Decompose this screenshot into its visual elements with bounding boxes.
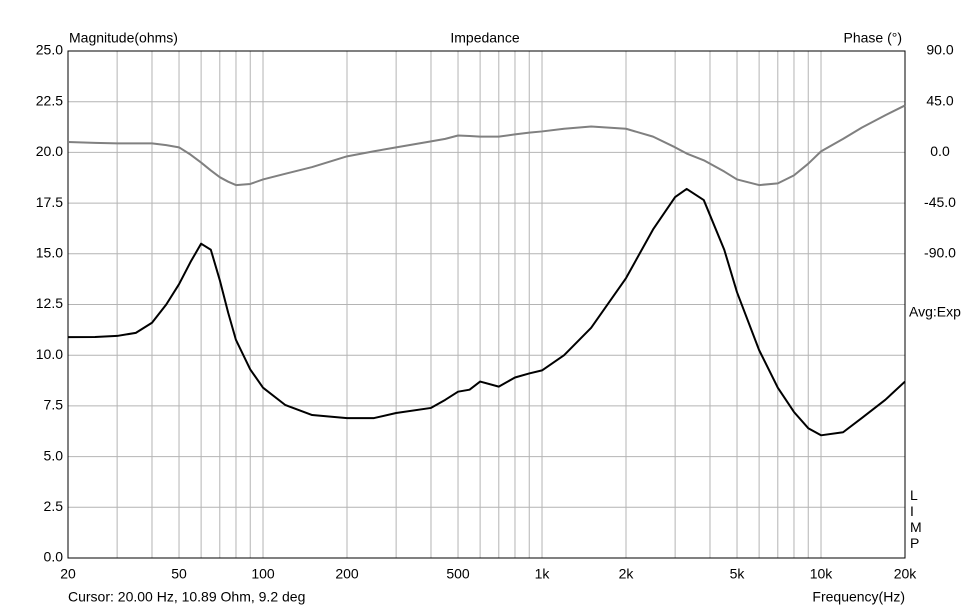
y-tick-label: 20.0 xyxy=(36,143,63,159)
x-tick-label: 2k xyxy=(619,566,635,582)
y-tick-label: 5.0 xyxy=(44,447,64,463)
x-tick-label: 50 xyxy=(171,566,187,582)
y-tick-label: 15.0 xyxy=(36,245,63,261)
x-tick-label: 20 xyxy=(60,566,76,582)
data-line xyxy=(67,187,906,437)
y2-tick-label: 0.0 xyxy=(930,143,950,159)
y2-tick-label: 45.0 xyxy=(926,92,953,108)
y-axis-label: Magnitude(ohms) xyxy=(69,30,178,46)
y-tick-label: 7.5 xyxy=(44,397,64,413)
plot-frame xyxy=(67,50,906,559)
cursor-readout: Cursor: 20.00 Hz, 10.89 Ohm, 9.2 deg xyxy=(68,589,305,605)
y-tick-label: 2.5 xyxy=(44,498,64,514)
x-axis-label: Frequency(Hz) xyxy=(812,589,905,605)
x-tick-label: 10k xyxy=(810,566,834,582)
y-tick-label: 25.0 xyxy=(36,42,63,58)
data-line xyxy=(67,104,906,187)
x-tick-label: 500 xyxy=(446,566,470,582)
y-tick-label: 12.5 xyxy=(36,295,63,311)
x-tick-label: 5k xyxy=(730,566,746,582)
y-tick-label: 22.5 xyxy=(36,92,63,108)
y2-tick-label: 90.0 xyxy=(926,42,953,58)
y2-axis-label: Phase (°) xyxy=(843,30,902,46)
y-tick-label: 10.0 xyxy=(36,346,63,362)
y2-tick-label: -45.0 xyxy=(924,194,956,210)
y-tick-label: 17.5 xyxy=(36,194,63,210)
x-tick-label: 1k xyxy=(535,566,551,582)
x-tick-label: 20k xyxy=(894,566,918,582)
x-tick-label: 200 xyxy=(335,566,359,582)
y-tick-label: 0.0 xyxy=(44,549,64,565)
x-tick-label: 100 xyxy=(251,566,275,582)
y2-tick-label: -90.0 xyxy=(924,245,956,261)
chart-title: Impedance xyxy=(450,30,519,46)
annotation: Avg:Exp xyxy=(909,304,961,320)
